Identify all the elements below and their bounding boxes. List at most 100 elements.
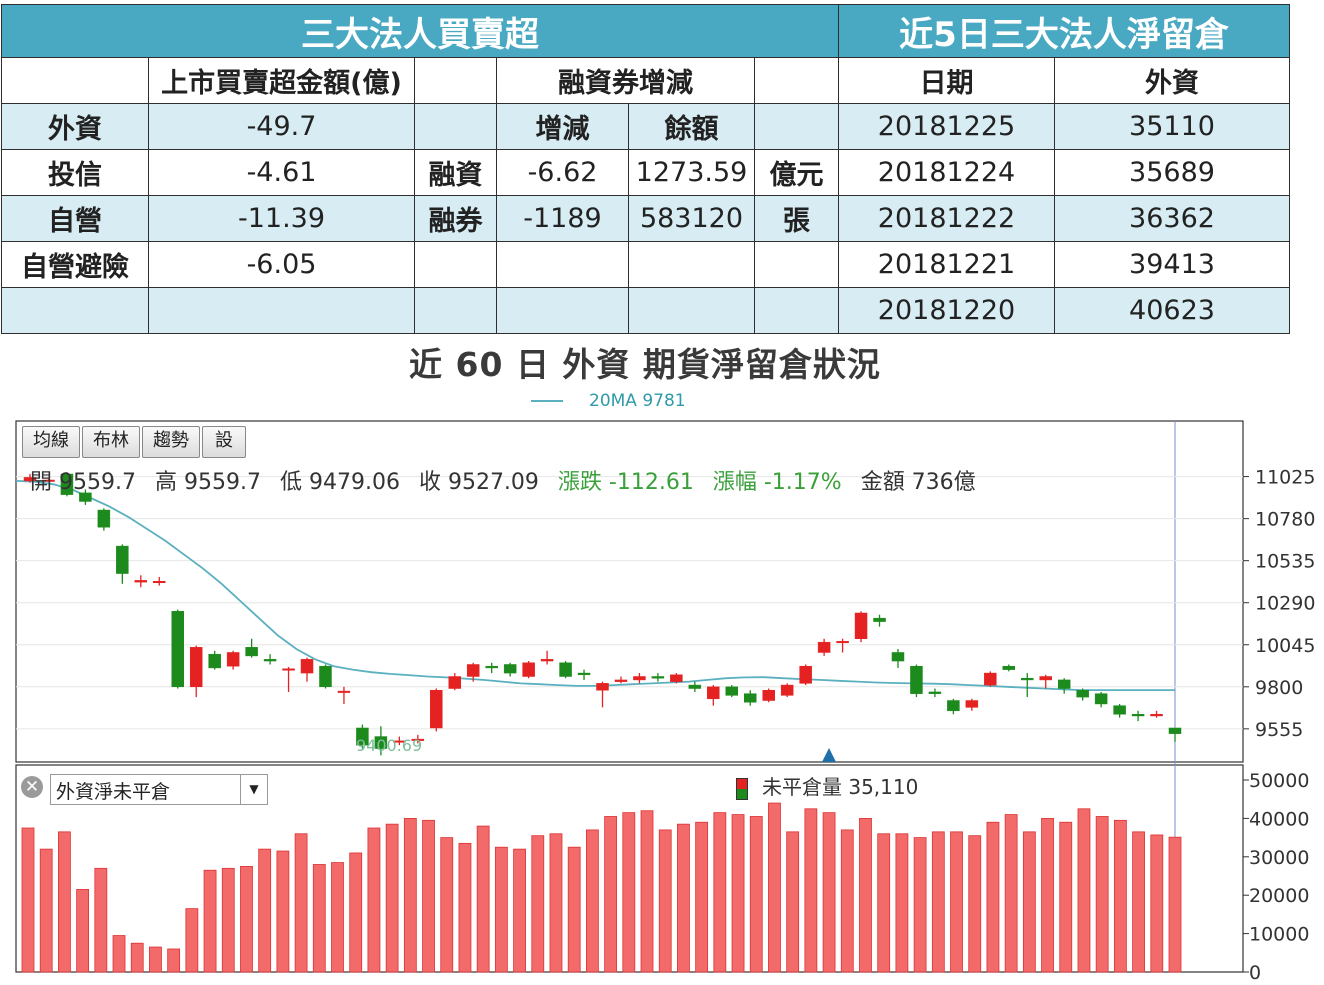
- table-cell: [148, 287, 415, 334]
- candle-body: [245, 647, 258, 657]
- open-interest-bar: [859, 818, 872, 973]
- open-interest-bar: [822, 812, 836, 973]
- chevron-down-icon[interactable]: ▼: [240, 775, 267, 804]
- low-price-label: 9400.69: [356, 736, 422, 755]
- y-tick-label: 11025: [1255, 467, 1315, 489]
- turnover-amount: 金額 736億: [860, 470, 976, 495]
- value-cell: 39413: [1053, 241, 1291, 288]
- candle-body: [226, 652, 240, 667]
- candle-body: [688, 684, 702, 689]
- candle-body: [319, 665, 332, 688]
- candle-body: [1021, 677, 1034, 681]
- candle-body: [1039, 676, 1052, 681]
- margin-row-label: 融資: [414, 149, 497, 196]
- open-interest-bar: [950, 831, 963, 973]
- table-cell: [414, 57, 497, 104]
- open-interest-bar: [221, 867, 235, 973]
- y-tick-label: 0: [1249, 962, 1261, 984]
- open-interest-bar: [768, 802, 781, 973]
- price-change-pct: 漲幅 -1.17%: [712, 470, 842, 495]
- open-interest-bar: [695, 821, 709, 973]
- open-interest-bar: [349, 852, 363, 973]
- open-interest-bar: [21, 827, 35, 973]
- candle-body: [430, 689, 443, 729]
- open-interest-bar: [531, 835, 545, 973]
- open-interest-bar: [804, 808, 818, 973]
- candle-body: [1113, 705, 1126, 715]
- candle-body: [1150, 713, 1163, 717]
- open-interest-bar: [294, 833, 308, 973]
- open-interest-bar: [331, 862, 344, 973]
- candle-body: [116, 545, 129, 574]
- y-tick-label: 10045: [1255, 635, 1315, 657]
- bollinger-button[interactable]: 布林: [82, 426, 140, 458]
- open-interest-bar: [1041, 818, 1054, 973]
- candle-body: [947, 700, 960, 712]
- candle-body: [854, 612, 868, 639]
- open-interest-bar: [677, 823, 690, 973]
- open-interest-bar: [1095, 816, 1109, 973]
- y-tick-label: 30000: [1249, 847, 1309, 869]
- column-header-margin: 融資券增減: [496, 57, 755, 104]
- table-cell: [414, 103, 497, 150]
- settings-button[interactable]: 設: [202, 426, 246, 458]
- open-interest-bar: [258, 848, 272, 973]
- ma20-line: [15, 480, 1175, 691]
- open-interest-bar: [931, 831, 945, 973]
- candle-body: [928, 691, 942, 694]
- open-interest-bar: [203, 869, 217, 973]
- candle-body: [725, 686, 739, 696]
- open-interest-bar: [276, 850, 290, 973]
- table-cell: [753, 241, 840, 288]
- open-interest-bar: [986, 821, 1000, 973]
- trend-button[interactable]: 趨勢: [142, 426, 200, 458]
- margin-change-cell: -1189: [496, 195, 629, 242]
- open-interest-bar: [749, 816, 763, 973]
- table-cell: [414, 287, 497, 334]
- open-price: 開 9559.7: [30, 470, 136, 495]
- low-price: 低 9479.06: [279, 470, 400, 495]
- open-interest-bar: [1150, 834, 1164, 973]
- candle-body: [651, 676, 665, 679]
- margin-unit-cell: 張: [753, 195, 840, 242]
- indicator-select[interactable]: 外資淨未平倉 ▼: [50, 774, 268, 805]
- column-header-amount: 上市買賣超金額(億): [148, 57, 415, 104]
- row-label: 自營: [1, 195, 149, 242]
- close-icon[interactable]: ✕: [21, 776, 43, 798]
- candle-body: [836, 641, 849, 644]
- amount-cell: -4.61: [148, 149, 415, 196]
- candle-body: [1168, 727, 1182, 734]
- open-interest-bar: [840, 829, 854, 973]
- open-interest-bar: [458, 842, 472, 973]
- row-label: 自營避險: [1, 241, 149, 288]
- value-cell: 40623: [1053, 287, 1291, 334]
- institutional-trading-table: 三大法人買賣超 上市買賣超金額(億) 融資券增減 外資 -49.7 增減 餘額 …: [0, 4, 840, 334]
- open-interest-bar: [240, 866, 253, 973]
- open-interest-bar: [549, 833, 563, 973]
- candle-body: [873, 617, 886, 622]
- ma-button[interactable]: 均線: [22, 426, 80, 458]
- price-change: 漲跌 -112.61: [557, 470, 694, 495]
- table-cell: [753, 287, 840, 334]
- candle-body: [300, 659, 314, 674]
- ma-legend-text: 20MA 9781: [589, 391, 686, 411]
- open-interest-bar: [367, 827, 381, 973]
- row-label: 投信: [1, 149, 149, 196]
- amount-cell: -49.7: [148, 103, 415, 150]
- candle-body: [614, 679, 628, 682]
- open-interest-bar: [58, 831, 71, 973]
- margin-unit-cell: 億元: [753, 149, 840, 196]
- column-header-foreign: 外資: [1053, 57, 1291, 104]
- candle-legend-icon: [736, 777, 748, 800]
- candle-body: [134, 580, 148, 583]
- margin-change-cell: -6.62: [496, 149, 629, 196]
- open-interest-bar: [585, 829, 599, 973]
- candle-body: [596, 683, 609, 691]
- open-interest-bar: [1077, 808, 1091, 973]
- value-cell: 36362: [1053, 195, 1291, 242]
- open-interest-bar: [658, 829, 672, 973]
- candle-body: [891, 652, 905, 662]
- margin-row-label: 融券: [414, 195, 497, 242]
- open-interest-legend-text: 未平倉量 35,110: [762, 775, 919, 799]
- open-interest-bar: [185, 908, 199, 973]
